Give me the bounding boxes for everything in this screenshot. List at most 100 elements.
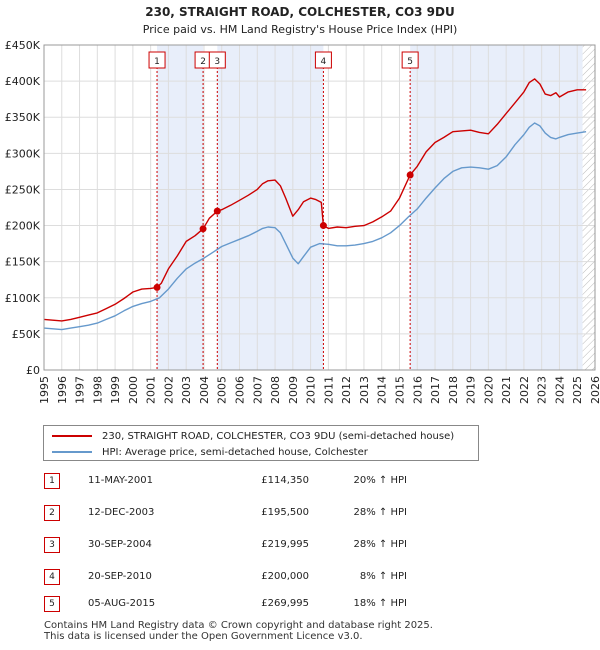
y-tick-label: £250K [5, 183, 41, 196]
x-tick-label: 1997 [74, 376, 87, 404]
x-tick-label: 2001 [145, 376, 158, 404]
table-row: 2 12-DEC-2003 £195,500 28% ↑ HPI [44, 505, 564, 525]
x-tick-label: 2000 [127, 376, 140, 404]
y-tick-label: £400K [5, 75, 41, 88]
sale-hpi-change: 28% ↑ HPI [353, 507, 407, 518]
x-tick-label: 2004 [198, 376, 211, 404]
legend-swatch-property [52, 435, 92, 437]
x-tick-label: 2007 [251, 376, 264, 404]
x-tick-label: 2022 [518, 376, 531, 404]
sale-date: 05-AUG-2015 [88, 598, 156, 609]
price-chart: 230, STRAIGHT ROAD, COLCHESTER, CO3 9DU … [5, 5, 600, 404]
plot-frame [43, 44, 596, 371]
sale-hpi-change: 18% ↑ HPI [353, 598, 407, 609]
x-tick-label: 1996 [56, 376, 69, 404]
sale-price: £200,000 [261, 571, 309, 582]
x-tick-label: 2026 [589, 376, 600, 404]
footer-licence: This data is licensed under the Open Gov… [44, 631, 363, 642]
sale-point [319, 222, 327, 230]
x-tick-label: 2003 [180, 376, 193, 404]
x-tick-label: 2009 [287, 376, 300, 404]
sale-hpi-change: 20% ↑ HPI [353, 475, 407, 486]
sale-number-badge: 2 [44, 505, 60, 521]
x-tick-label: 2017 [429, 376, 442, 404]
x-tick-label: 1995 [38, 376, 51, 404]
sale-date: 12-DEC-2003 [88, 507, 155, 518]
x-tick-label: 2002 [162, 376, 175, 404]
chart-legend: 230, STRAIGHT ROAD, COLCHESTER, CO3 9DU … [43, 425, 479, 461]
footer-attribution: Contains HM Land Registry data © Crown c… [44, 620, 433, 642]
forecast-hatch [582, 45, 595, 370]
sale-price: £114,350 [261, 475, 309, 486]
ownership-band [217, 45, 324, 370]
y-tick-label: £100K [5, 292, 41, 305]
sale-marker-box [208, 51, 226, 69]
table-row: 3 30-SEP-2004 £219,995 28% ↑ HPI [44, 537, 564, 557]
y-tick-label: £50K [12, 328, 41, 341]
x-tick-label: 2015 [393, 376, 406, 404]
x-tick-label: 2021 [500, 376, 513, 404]
x-tick-label: 2016 [411, 376, 424, 404]
x-tick-label: 2005 [216, 376, 229, 404]
sale-date: 30-SEP-2004 [88, 539, 152, 550]
x-tick-label: 2014 [376, 376, 389, 404]
x-tick-label: 2023 [536, 376, 549, 404]
sale-point [199, 225, 207, 233]
y-tick-label: £200K [5, 220, 41, 233]
x-tick-label: 2012 [340, 376, 353, 404]
x-tick-label: 2008 [269, 376, 282, 404]
legend-item-property: 230, STRAIGHT ROAD, COLCHESTER, CO3 9DU … [52, 428, 454, 444]
x-tick-label: 1998 [91, 376, 104, 404]
table-row: 4 20-SEP-2010 £200,000 8% ↑ HPI [44, 569, 564, 589]
chart-title: 230, STRAIGHT ROAD, COLCHESTER, CO3 9DU [145, 5, 454, 19]
legend-item-hpi: HPI: Average price, semi-detached house,… [52, 444, 368, 460]
chart-subtitle: Price paid vs. HM Land Registry's House … [143, 23, 458, 36]
sale-point [153, 283, 161, 291]
x-tick-label: 2018 [447, 376, 460, 404]
x-tick-label: 2006 [234, 376, 247, 404]
x-tick-label: 2019 [465, 376, 478, 404]
sale-hpi-change: 8% ↑ HPI [359, 571, 407, 582]
sale-marker-box [148, 51, 166, 69]
sale-marker-box [401, 51, 419, 69]
sale-number-badge: 5 [44, 596, 60, 612]
y-tick-label: £0 [26, 364, 40, 377]
sale-number-badge: 3 [44, 537, 60, 553]
sale-marker-number: 2 [200, 57, 206, 67]
sale-point [213, 207, 221, 215]
x-tick-label: 1999 [109, 376, 122, 404]
x-tick-label: 2024 [553, 376, 566, 404]
legend-label-hpi: HPI: Average price, semi-detached house,… [102, 446, 368, 458]
sale-point [406, 171, 414, 179]
x-tick-label: 2011 [322, 376, 335, 404]
sale-number-badge: 4 [44, 569, 60, 585]
legend-label-property: 230, STRAIGHT ROAD, COLCHESTER, CO3 9DU … [102, 430, 455, 442]
x-tick-label: 2025 [571, 376, 584, 404]
footer-copyright: Contains HM Land Registry data © Crown c… [44, 620, 433, 631]
y-tick-label: £300K [5, 147, 41, 160]
sale-price: £195,500 [261, 507, 309, 518]
sale-date: 11-MAY-2001 [88, 475, 154, 486]
y-tick-label: £350K [5, 111, 41, 124]
y-tick-label: £450K [5, 39, 41, 52]
x-tick-label: 2010 [305, 376, 318, 404]
table-row: 5 05-AUG-2015 £269,995 18% ↑ HPI [44, 596, 564, 616]
sale-hpi-change: 28% ↑ HPI [353, 539, 407, 550]
x-tick-label: 2013 [358, 376, 371, 404]
ownership-band [410, 45, 583, 370]
x-tick-label: 2020 [482, 376, 495, 404]
series-line-hpi [43, 122, 587, 331]
ownership-band [157, 45, 204, 370]
sale-date: 20-SEP-2010 [88, 571, 152, 582]
sale-price: £219,995 [261, 539, 309, 550]
series-line-property [43, 78, 587, 322]
sale-marker-number: 3 [214, 57, 220, 67]
sale-price: £269,995 [261, 598, 309, 609]
sale-marker-number: 4 [321, 57, 327, 67]
sale-marker-number: 1 [154, 57, 160, 67]
legend-swatch-hpi [52, 451, 92, 453]
sale-marker-number: 5 [407, 57, 413, 67]
sale-marker-box [314, 51, 332, 69]
sale-number-badge: 1 [44, 473, 60, 489]
y-tick-label: £150K [5, 256, 41, 269]
